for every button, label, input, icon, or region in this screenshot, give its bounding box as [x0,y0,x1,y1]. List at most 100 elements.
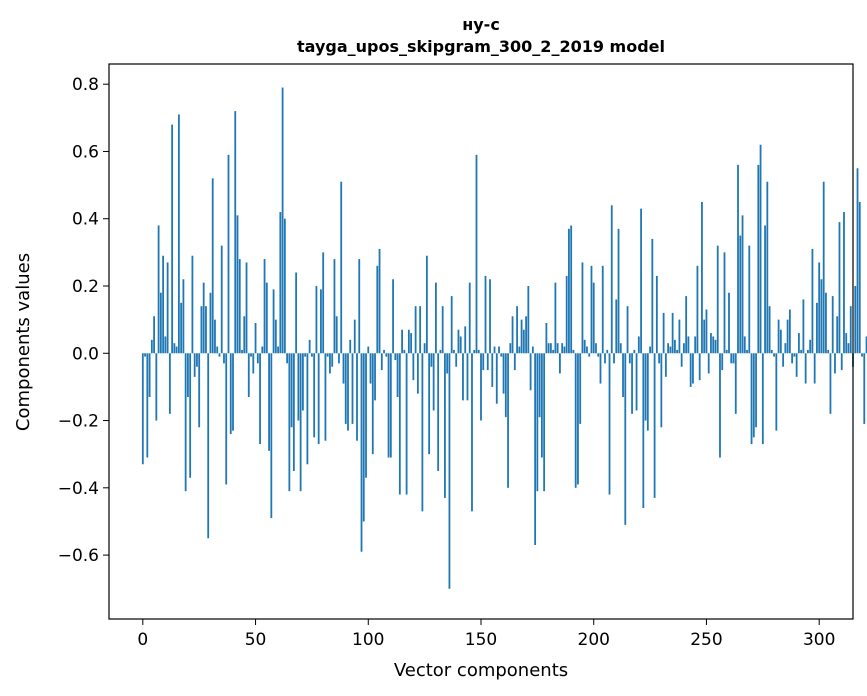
bar [168,353,171,414]
bar [322,252,325,354]
bar [148,353,151,397]
bar [270,353,273,519]
x-tick-label: 50 [245,630,267,650]
bar [187,353,189,397]
plot-area [109,64,853,619]
bar [673,339,676,354]
bar [737,164,739,354]
bar [259,353,261,445]
y-tick-label: 0.4 [72,210,99,230]
bar [818,262,821,354]
bar [286,353,289,364]
bar [685,296,688,354]
bar [800,349,803,354]
bar [326,353,329,357]
bar [617,228,620,354]
bar [775,353,778,431]
bar [804,353,807,384]
bar [444,353,446,498]
bar [563,346,566,354]
bar [858,201,861,354]
bar [252,353,255,374]
bar [159,292,162,354]
bar [741,215,744,354]
bar [707,353,710,374]
bar [568,228,570,354]
bar [468,282,471,354]
bar [843,212,845,354]
bar [360,353,363,552]
bar [311,353,313,357]
bar [265,282,268,354]
bar [538,353,541,418]
bar [320,289,322,354]
bar [365,353,367,478]
bar [628,353,631,364]
bar [513,353,516,371]
bar [791,353,794,364]
bar [705,309,708,354]
bar [653,353,656,498]
bar [207,353,210,539]
bar [489,279,491,354]
bar [223,353,225,364]
bar [827,349,830,354]
bar [301,353,304,411]
bar [419,306,422,354]
bar [631,353,633,414]
bar [234,111,237,354]
bar [459,336,462,354]
bar [734,353,737,414]
bar [484,275,487,354]
bar [279,212,282,354]
bar [714,339,717,354]
bar [797,333,800,354]
bar [825,292,827,354]
bar [725,349,728,354]
bar [214,319,216,354]
bar [464,326,467,354]
bar [710,333,712,354]
bar [398,353,401,495]
bar [633,349,636,354]
bar [162,255,165,354]
bar [227,154,230,354]
bar [387,353,390,458]
bar [457,329,460,354]
bar [689,353,692,387]
bar [392,279,394,354]
bar [755,353,757,428]
bar [669,346,672,354]
bar [141,353,144,465]
bar [509,343,512,354]
bar [649,346,651,354]
bar [588,353,591,357]
bar [475,154,478,354]
bar [577,353,579,485]
bar [619,343,622,354]
bar [171,124,174,354]
bar [317,353,320,445]
bar [196,353,198,367]
bar [534,353,537,545]
y-tick-label: 0.6 [72,142,99,162]
bar [646,353,649,431]
bar [658,353,661,364]
bar [466,353,469,401]
bar [202,282,205,354]
bar [592,282,595,354]
bar [601,265,604,354]
bar [180,302,183,354]
bar [861,353,863,357]
bar [676,349,679,354]
bar [854,286,857,354]
x-axis-ticks: 0 50 100 150 200 250 300 [137,619,835,650]
bar [351,353,354,424]
bar [340,181,343,354]
bar [622,353,624,397]
bar [678,319,681,354]
bar [856,168,859,354]
bar [250,353,252,357]
bar [543,353,546,492]
bar [274,319,277,354]
